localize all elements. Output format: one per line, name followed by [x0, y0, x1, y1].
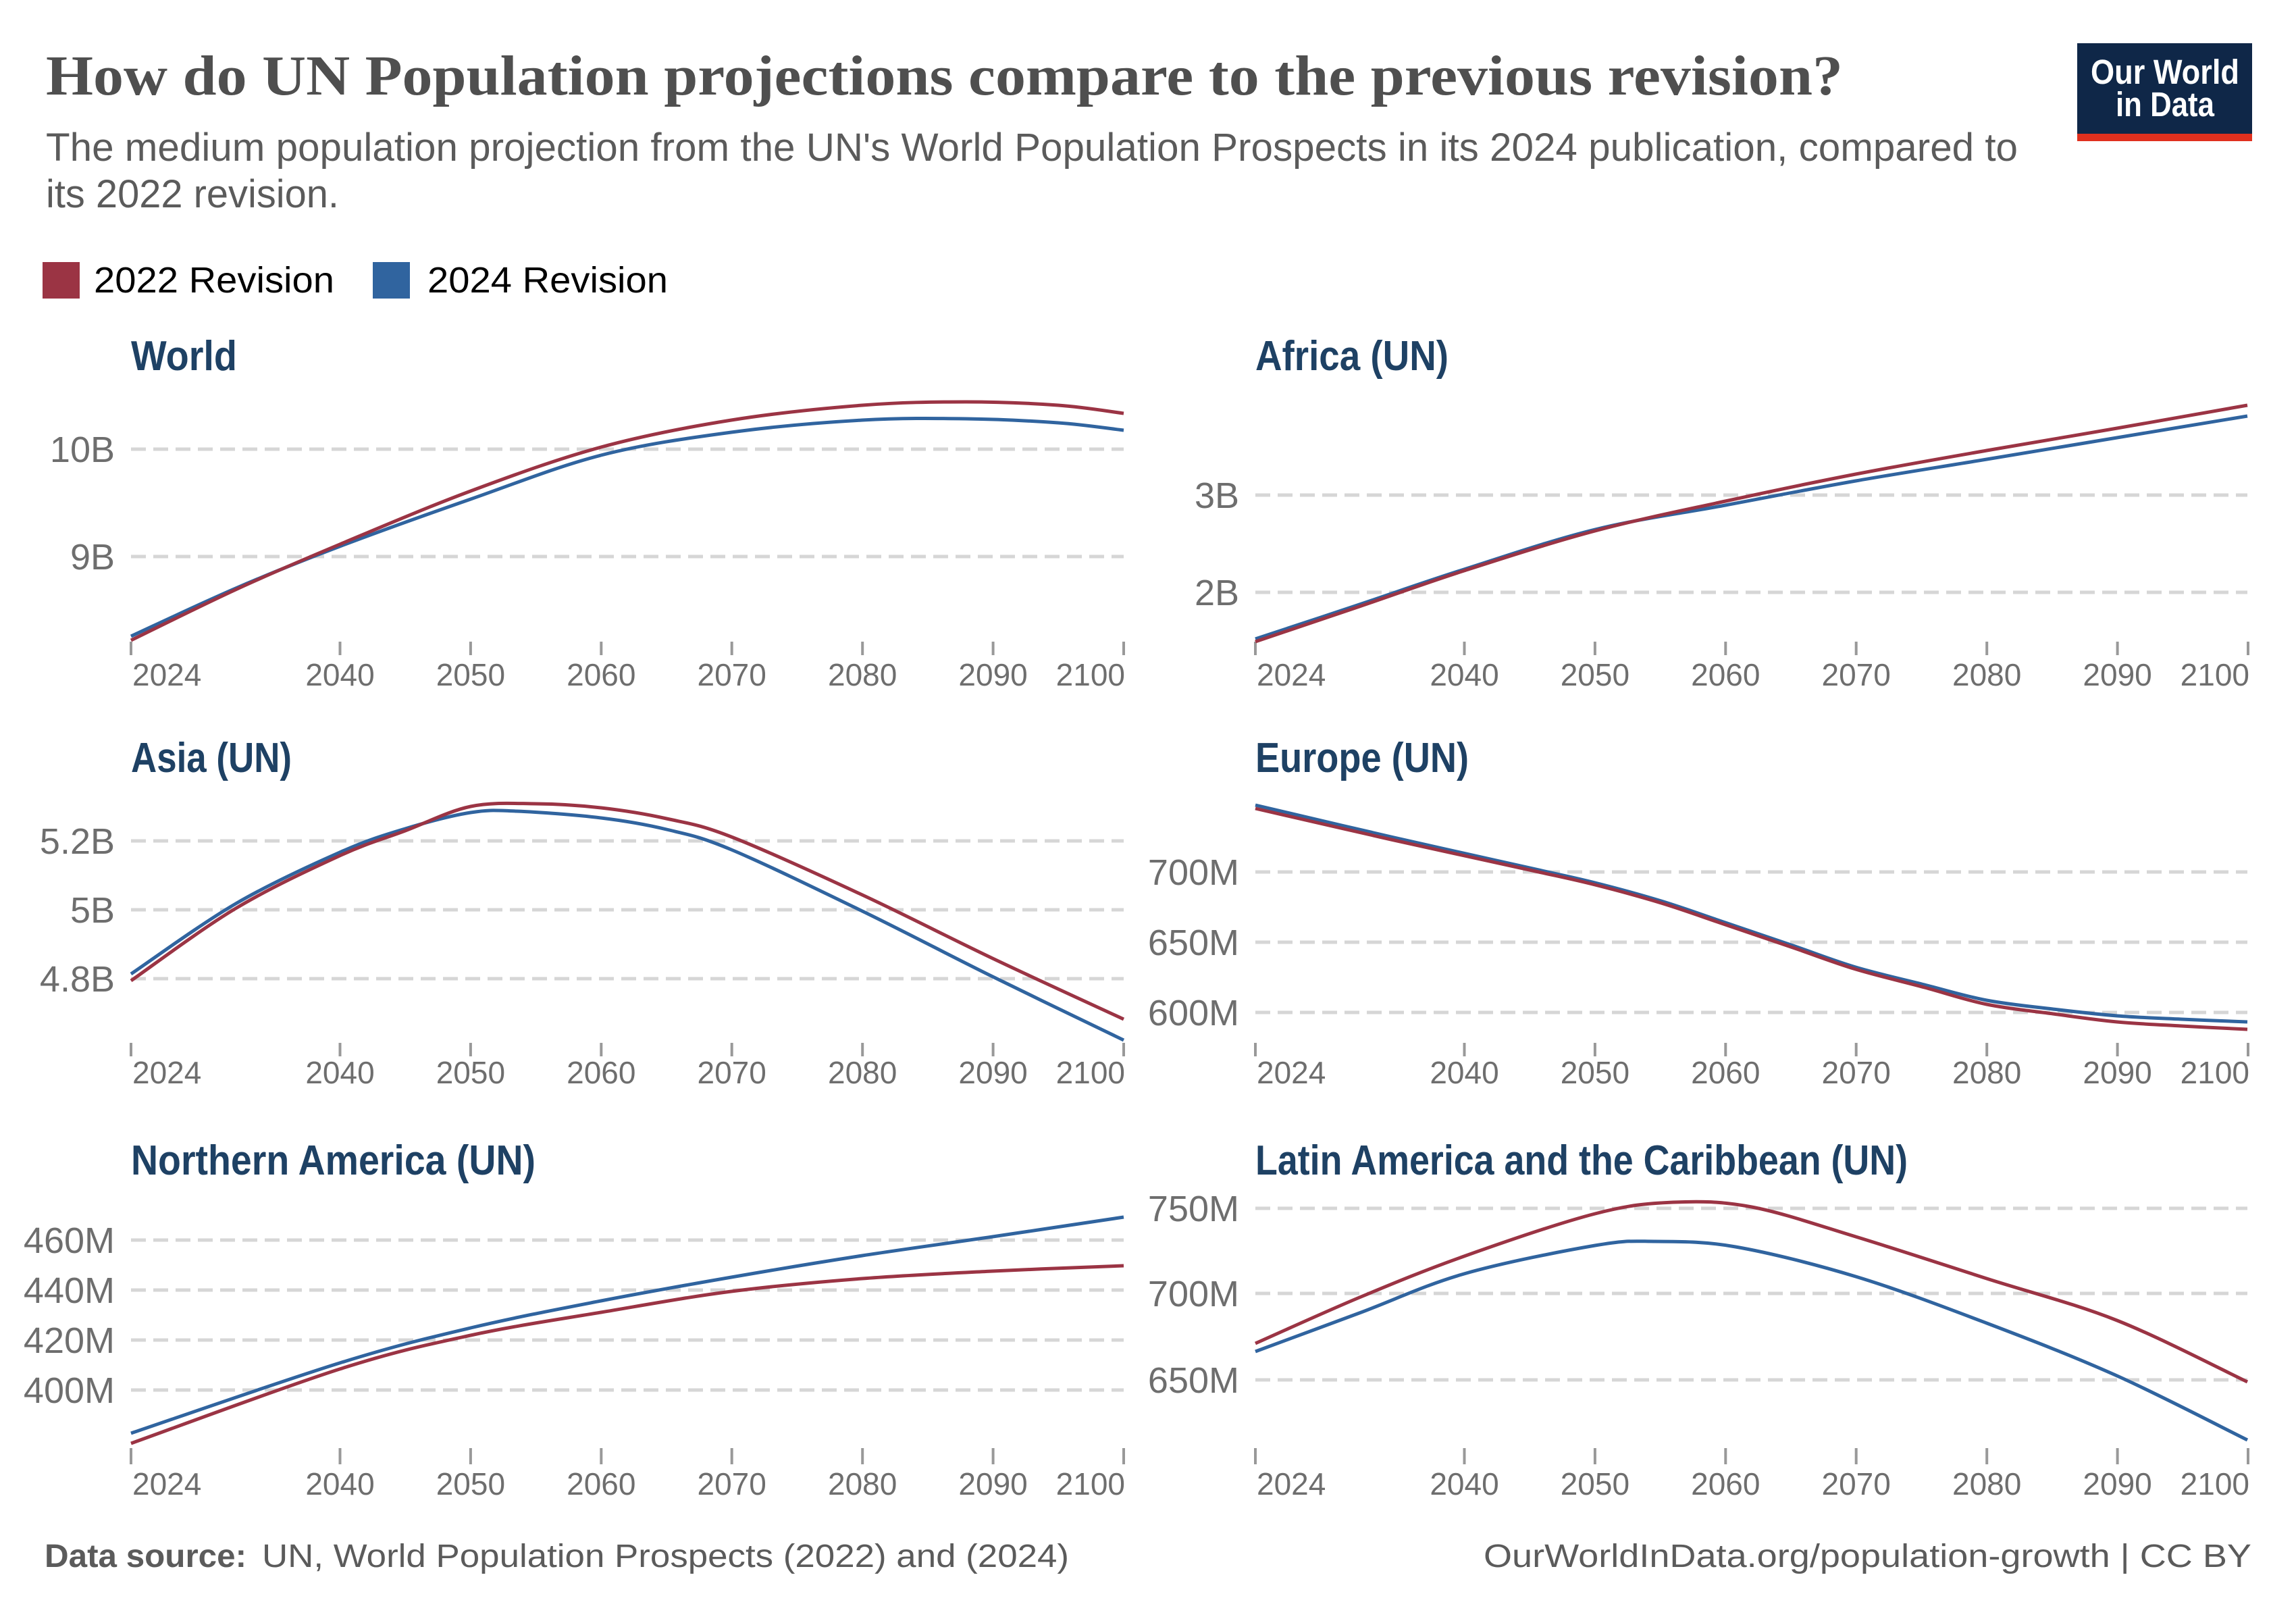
- svg-text:Data source:UN, World Populati: Data source: UN, World Population Prospec…: [45, 1539, 1069, 1574]
- svg-text:400M: 400M: [24, 1370, 115, 1411]
- svg-text:2080: 2080: [828, 1055, 897, 1090]
- svg-text:600M: 600M: [1148, 993, 1239, 1033]
- svg-text:2100: 2100: [2181, 1466, 2249, 1501]
- svg-text:750M: 750M: [1148, 1189, 1239, 1229]
- svg-text:How do UN Population projectio: How do UN Population projections compare…: [46, 45, 1843, 107]
- svg-text:2080: 2080: [1952, 657, 2021, 692]
- svg-text:2070: 2070: [698, 1466, 766, 1501]
- svg-text:2050: 2050: [1561, 657, 1629, 692]
- svg-text:5B: 5B: [70, 890, 115, 931]
- svg-text:5.2B: 5.2B: [40, 821, 115, 862]
- svg-text:3B: 3B: [1195, 475, 1239, 516]
- svg-text:2070: 2070: [698, 1055, 766, 1090]
- svg-text:9B: 9B: [70, 537, 115, 577]
- svg-text:2024: 2024: [1257, 1055, 1326, 1090]
- svg-text:420M: 420M: [24, 1320, 115, 1361]
- svg-text:2060: 2060: [1691, 657, 1760, 692]
- svg-text:2080: 2080: [828, 657, 897, 692]
- svg-text:2090: 2090: [2083, 1466, 2151, 1501]
- svg-text:2024 Revision: 2024 Revision: [427, 260, 668, 301]
- svg-text:2050: 2050: [1561, 1466, 1629, 1501]
- svg-text:2100: 2100: [2181, 1055, 2249, 1090]
- svg-text:Latin America and the Caribbea: Latin America and the Caribbean (UN): [1255, 1137, 1908, 1184]
- svg-text:2024: 2024: [132, 1055, 201, 1090]
- svg-text:Our World: Our World: [2091, 53, 2239, 91]
- svg-text:2024: 2024: [1257, 657, 1326, 692]
- svg-text:2B: 2B: [1195, 573, 1239, 613]
- svg-text:2070: 2070: [1822, 1055, 1891, 1090]
- svg-text:2050: 2050: [436, 1055, 505, 1090]
- svg-text:2070: 2070: [698, 657, 766, 692]
- svg-text:Europe (UN): Europe (UN): [1255, 735, 1469, 781]
- svg-text:10B: 10B: [50, 430, 115, 470]
- svg-text:2040: 2040: [305, 1055, 374, 1090]
- svg-text:OurWorldInData.org/population-: OurWorldInData.org/population-growth | C…: [1484, 1539, 2251, 1574]
- svg-text:2080: 2080: [1952, 1055, 2021, 1090]
- svg-text:Asia (UN): Asia (UN): [131, 735, 292, 781]
- svg-text:2022 Revision: 2022 Revision: [94, 260, 334, 301]
- svg-text:2050: 2050: [436, 657, 505, 692]
- svg-text:2080: 2080: [828, 1466, 897, 1501]
- svg-text:2050: 2050: [436, 1466, 505, 1501]
- svg-text:700M: 700M: [1148, 1274, 1239, 1314]
- svg-text:2060: 2060: [567, 1466, 635, 1501]
- svg-text:2024: 2024: [1257, 1466, 1326, 1501]
- svg-text:2060: 2060: [1691, 1466, 1760, 1501]
- svg-text:its 2022 revision.: its 2022 revision.: [46, 172, 339, 216]
- svg-text:2024: 2024: [132, 657, 201, 692]
- svg-text:2090: 2090: [958, 1055, 1027, 1090]
- svg-text:460M: 460M: [24, 1220, 115, 1261]
- svg-text:4.8B: 4.8B: [40, 959, 115, 1000]
- svg-text:2040: 2040: [1430, 657, 1498, 692]
- svg-text:Northern America (UN): Northern America (UN): [131, 1137, 536, 1184]
- svg-text:440M: 440M: [24, 1270, 115, 1311]
- svg-text:2040: 2040: [305, 1466, 374, 1501]
- svg-text:2100: 2100: [1056, 657, 1125, 692]
- svg-text:650M: 650M: [1148, 1360, 1239, 1401]
- svg-text:2090: 2090: [958, 657, 1027, 692]
- svg-text:2090: 2090: [2083, 1055, 2151, 1090]
- svg-text:650M: 650M: [1148, 923, 1239, 963]
- svg-text:2090: 2090: [958, 1466, 1027, 1501]
- svg-text:2050: 2050: [1561, 1055, 1629, 1090]
- svg-text:2100: 2100: [1056, 1466, 1125, 1501]
- svg-text:2060: 2060: [567, 657, 635, 692]
- svg-text:2040: 2040: [1430, 1466, 1498, 1501]
- svg-text:2100: 2100: [1056, 1055, 1125, 1090]
- svg-text:2040: 2040: [305, 657, 374, 692]
- svg-text:2060: 2060: [567, 1055, 635, 1090]
- svg-text:Africa (UN): Africa (UN): [1255, 333, 1449, 380]
- svg-text:2100: 2100: [2181, 657, 2249, 692]
- svg-text:2024: 2024: [132, 1466, 201, 1501]
- svg-text:in Data: in Data: [2116, 85, 2215, 124]
- svg-text:The medium population projecti: The medium population projection from th…: [46, 126, 2018, 170]
- svg-text:700M: 700M: [1148, 852, 1239, 893]
- svg-text:2080: 2080: [1952, 1466, 2021, 1501]
- svg-text:2070: 2070: [1822, 657, 1891, 692]
- svg-text:2060: 2060: [1691, 1055, 1760, 1090]
- svg-text:World: World: [131, 333, 237, 380]
- svg-text:2070: 2070: [1822, 1466, 1891, 1501]
- svg-text:2090: 2090: [2083, 657, 2151, 692]
- svg-text:2040: 2040: [1430, 1055, 1498, 1090]
